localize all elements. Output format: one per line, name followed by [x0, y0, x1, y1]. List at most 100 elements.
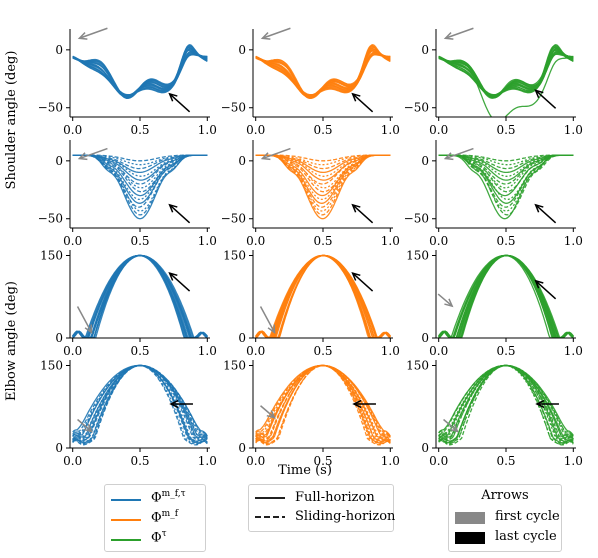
- horizon-legend: Full-horizon Sliding-horizon: [248, 484, 396, 532]
- y-tick-label: −50: [404, 212, 429, 226]
- y-tick-label: 150: [223, 249, 246, 263]
- arrow-first-cycle: [77, 27, 108, 40]
- panel-r2-c0: 0.0 0.5 1.0 0 150: [40, 249, 217, 359]
- panel-r1-c0: 0.0 0.5 1.0 0 −50: [38, 140, 217, 248]
- series-line: [72, 154, 208, 201]
- series-line: [255, 364, 391, 438]
- x-tick-label: 0.0: [429, 123, 448, 137]
- series-lines: [255, 254, 391, 338]
- x-tick-label: 1.0: [381, 344, 400, 358]
- series-lines: [255, 154, 391, 220]
- x-tick-label: 0.0: [63, 344, 82, 358]
- series-line: [72, 154, 208, 216]
- series-line: [255, 154, 391, 220]
- panel-r0-c2: 0.0 0.5 1.0 0 −50: [404, 27, 583, 137]
- x-tick-label: 0.5: [313, 123, 332, 137]
- x-tick-label: 0.0: [63, 123, 82, 137]
- series-line: [72, 154, 208, 208]
- x-tick-label: 0.0: [246, 123, 265, 137]
- y-tick-label: 0: [238, 43, 246, 57]
- series-line: [438, 154, 574, 220]
- legend-label-mf: Φm_f: [151, 509, 178, 525]
- series-lines: [255, 364, 391, 446]
- series-lines: [255, 44, 391, 100]
- series-line: [438, 154, 574, 189]
- x-tick-label: 0.5: [496, 123, 515, 137]
- series-line: [438, 154, 574, 216]
- x-tick-label: 1.0: [381, 454, 400, 468]
- series-line: [72, 364, 208, 442]
- series-line: [438, 154, 574, 166]
- series-line: [438, 364, 574, 440]
- series-lines: [72, 44, 208, 100]
- series-line: [438, 44, 574, 96]
- arrows-legend-title: Arrows: [481, 488, 529, 503]
- series-line: [255, 364, 391, 437]
- panel-r2-c1: 0.0 0.5 1.0 0 150: [223, 249, 400, 359]
- arrow-last-cycle: [535, 399, 559, 409]
- legend-label-mft: Φm_f,τ: [151, 489, 186, 505]
- series-line: [255, 254, 391, 338]
- x-tick-label: 1.0: [198, 234, 217, 248]
- legend-label-sliding-horizon: Sliding-horizon: [295, 509, 396, 524]
- series-line: [438, 364, 574, 438]
- y-tick-label: 150: [223, 359, 246, 373]
- x-tick-label: 1.0: [198, 123, 217, 137]
- series-line: [72, 154, 208, 220]
- x-tick-label: 0.5: [130, 234, 149, 248]
- legend-label-tau-base: Φ: [151, 530, 162, 546]
- series-line: [255, 154, 391, 174]
- series-line: [72, 154, 208, 189]
- x-tick-label: 0.5: [313, 454, 332, 468]
- y-tick-label: 150: [40, 249, 63, 263]
- y-tick-label: −50: [221, 212, 246, 226]
- x-tick-label: 1.0: [564, 344, 583, 358]
- x-tick-label: 0.5: [496, 454, 515, 468]
- legend-label-full-horizon: Full-horizon: [295, 490, 375, 505]
- legend-swatch-solid: [255, 497, 285, 499]
- series-line: [72, 154, 208, 162]
- y-tick-label: −50: [221, 101, 246, 115]
- series-line: [438, 364, 574, 445]
- legend-label-mf-base: Φ: [151, 510, 162, 526]
- arrow-last-cycle: [534, 89, 557, 109]
- series-line: [72, 254, 208, 338]
- series-line: [72, 154, 208, 174]
- series-line: [72, 44, 208, 96]
- arrow-last-cycle: [168, 203, 191, 224]
- y-tick-label: 0: [238, 154, 246, 168]
- legend-swatch-tau: [111, 539, 141, 541]
- series-lines: [72, 254, 208, 338]
- arrow-first-cycle: [260, 405, 276, 419]
- x-tick-label: 0.0: [63, 454, 82, 468]
- series-lines: [438, 364, 574, 446]
- series-line: [255, 154, 391, 162]
- arrow-first-cycle: [437, 293, 454, 308]
- series-line: [438, 154, 574, 208]
- x-tick-label: 0.5: [496, 234, 515, 248]
- series-line: [255, 154, 391, 177]
- series-lines: [438, 154, 574, 220]
- arrow-last-cycle: [534, 203, 557, 224]
- arrow-first-cycle: [260, 27, 291, 40]
- series-line: [255, 364, 391, 439]
- series-line: [255, 44, 391, 96]
- arrow-last-cycle: [168, 271, 191, 292]
- x-tick-label: 0.0: [429, 454, 448, 468]
- y-tick-label: 150: [406, 249, 429, 263]
- arrow-first-cycle: [259, 306, 276, 335]
- legend-swatch-mft: [111, 499, 141, 501]
- legend-swatch-last-cycle: [455, 532, 485, 544]
- y-tick-label: 0: [55, 441, 63, 455]
- series-line: [255, 364, 391, 443]
- series-line: [438, 154, 574, 174]
- arrow-first-cycle: [443, 27, 474, 40]
- y-tick-label: 0: [421, 154, 429, 168]
- series-line: [255, 154, 391, 201]
- series-line: [255, 154, 391, 216]
- series-lines: [438, 44, 574, 117]
- panel-r0-c1: 0.0 0.5 1.0 0 −50: [221, 27, 400, 137]
- series-line: [255, 154, 391, 166]
- series-line: [438, 154, 574, 162]
